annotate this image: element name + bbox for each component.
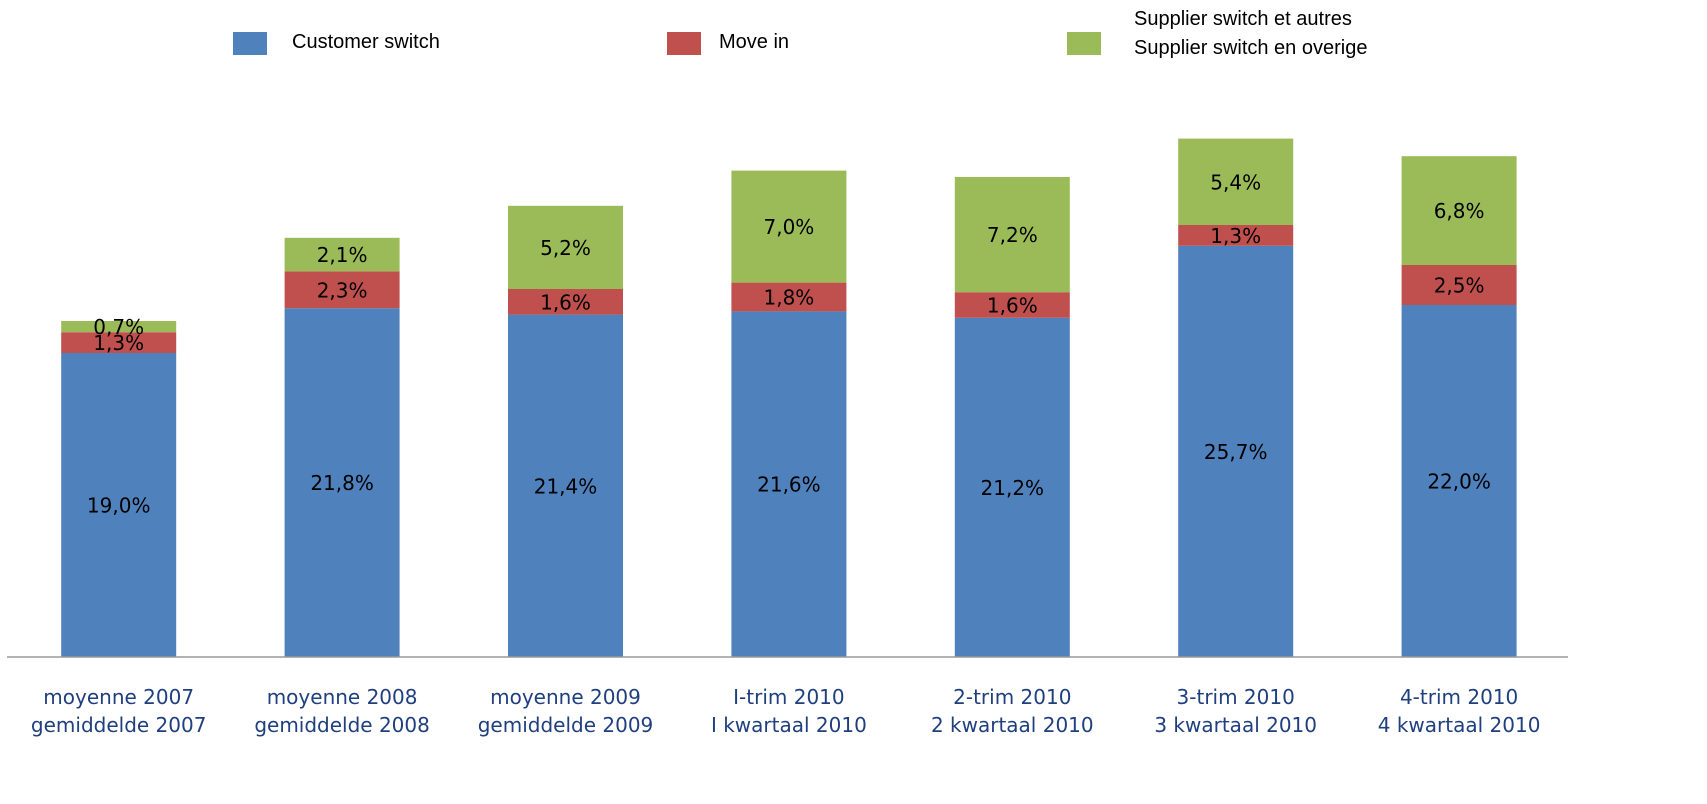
value-label: 5,4%	[1210, 170, 1261, 194]
bar-segment	[61, 332, 177, 353]
legend-swatch	[233, 32, 267, 55]
bar-segment	[284, 308, 400, 657]
value-label: 2,5%	[1434, 274, 1485, 298]
x-tick-label: moyenne 2007 gemiddelde 2007	[30, 685, 207, 737]
value-label: 6,8%	[1434, 199, 1485, 223]
bar-segment	[61, 321, 177, 333]
x-tick-label: 4-trim 2010 4 kwartaal 2010	[1377, 685, 1541, 737]
bar-segment	[954, 177, 1070, 293]
value-label: 1,6%	[987, 294, 1038, 318]
bar-segment	[731, 170, 847, 283]
value-label: 5,2%	[540, 236, 591, 260]
x-tick-label: moyenne 2009 gemiddelde 2009	[477, 685, 654, 737]
bar-segment	[954, 317, 1070, 657]
value-label: 7,2%	[987, 223, 1038, 247]
x-tick-label: moyenne 2008 gemiddelde 2008	[254, 685, 430, 737]
bar-segment	[1401, 265, 1517, 305]
bar-segment	[1401, 305, 1517, 657]
x-tick-label: 3-trim 2010 3 kwartaal 2010	[1154, 685, 1318, 737]
value-label: 22,0%	[1427, 470, 1491, 494]
bar-segment	[284, 271, 400, 309]
value-label: 2,3%	[317, 278, 368, 302]
bar-segment	[61, 353, 177, 657]
bar-segment	[954, 292, 1070, 318]
legend-label: Move in	[719, 31, 790, 53]
bar-segment	[284, 237, 400, 272]
bar-segment	[731, 282, 847, 312]
value-label: 25,7%	[1204, 440, 1268, 464]
bar-segment	[1401, 156, 1517, 265]
bar-segment	[508, 314, 623, 657]
legend-swatch	[667, 32, 701, 55]
bar-segment	[731, 311, 847, 657]
value-label: 21,8%	[310, 471, 374, 495]
value-label: 1,6%	[540, 290, 591, 314]
value-label: 1,3%	[93, 331, 144, 355]
value-label: 21,4%	[534, 474, 598, 498]
value-label: 7,0%	[763, 215, 814, 239]
value-label: 1,3%	[1210, 224, 1261, 248]
legend-label: Customer switch	[292, 31, 440, 53]
value-label: 0,7%	[93, 315, 144, 339]
bar-segment	[1178, 138, 1294, 225]
value-label: 1,8%	[763, 286, 814, 310]
x-tick-label: 2-trim 2010 2 kwartaal 2010	[930, 685, 1094, 737]
value-label: 2,1%	[317, 243, 368, 267]
bar-segment	[508, 205, 623, 289]
bar-segment	[1178, 225, 1294, 246]
bar-segment	[508, 289, 623, 315]
bar-segment	[1178, 245, 1294, 658]
legend-swatch	[1067, 32, 1101, 55]
legend-label: Supplier switch et autres Supplier switc…	[1134, 8, 1368, 59]
value-label: 21,2%	[981, 476, 1045, 500]
value-label: 21,6%	[757, 473, 821, 497]
x-tick-label: I-trim 2010 I kwartaal 2010	[710, 685, 867, 737]
value-label: 19,0%	[87, 494, 151, 518]
